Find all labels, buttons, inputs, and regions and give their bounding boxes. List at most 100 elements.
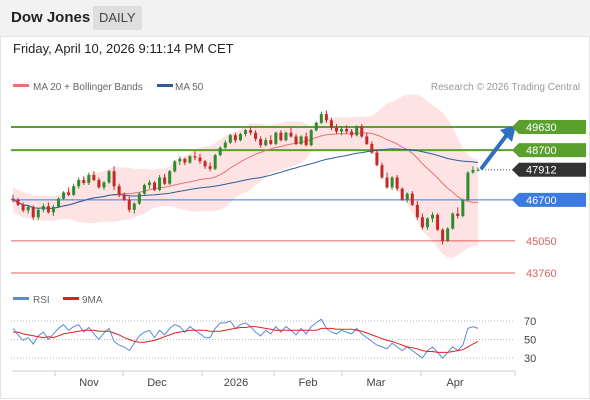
candle-body [355,126,359,136]
candle-body [213,155,217,169]
x-axis-labels: Nov Dec 2026 Feb Mar Apr [54,371,464,389]
candle-body [178,158,182,162]
x-axis-label: Nov [79,377,99,389]
candle-body [390,177,394,188]
forecast-arrow-shaft [480,134,508,170]
candle-body [345,128,349,132]
candle-body [289,132,293,137]
candle-body [203,161,207,167]
candle-body [62,192,66,199]
timestamp: Friday, April 10, 2026 9:11:14 PM CET [13,41,234,56]
candle-body [233,135,237,141]
resistance-label-pointer [512,120,519,134]
last-price-label-box [519,162,586,177]
candle-body [188,156,192,163]
bollinger-band-area [13,94,478,258]
candle-body [375,152,379,166]
moving-averages [12,132,479,209]
candle-body [340,128,344,132]
candle-body [102,182,106,188]
candle-body [87,175,91,183]
ma50-legend-swatch [157,84,173,87]
candle-body [112,171,116,187]
candle-body [228,135,232,143]
candle-body [82,179,86,183]
candle-body [158,177,162,190]
candle-body [314,122,318,131]
candle-body [77,179,81,187]
candle-body [208,166,212,169]
candle-body [122,194,126,200]
resistance-label-box [519,120,586,134]
candle-body [132,203,136,210]
candle-body [153,182,157,190]
candle-body [380,165,384,178]
price-labels: 49630 48700 46700 45050 43760 47912 [512,120,586,280]
candle-body [279,132,283,141]
rsi-ma-legend-swatch [63,297,79,300]
candle-body [451,213,455,229]
candle-body [410,193,414,205]
pivot-label-pointer [512,192,519,207]
candle-body [466,172,470,200]
candle-body [249,130,253,133]
candle-body [117,186,121,195]
candle-body [284,132,288,141]
candle-body [127,199,131,210]
candle-body [168,171,172,184]
support-label-text: 43760 [526,268,557,280]
credit-text: Research © 2026 Trading Central [431,82,580,93]
rsi-ma-line [13,326,479,353]
candle-body [405,193,409,200]
rsi-panel: 70 50 30 [11,316,536,365]
candle-body [238,133,242,141]
timeframe-button[interactable]: DAILY [93,6,142,30]
candle-body [107,171,111,183]
last-price-label-pointer [512,162,519,177]
candle-body [147,182,151,185]
candle-body [365,136,369,144]
candle-body [51,206,55,213]
candle-body [97,179,101,188]
candle-body [476,169,480,171]
candle-body [431,214,435,219]
x-axis-label: Apr [446,377,463,389]
candle-body [26,206,30,211]
candle-body [21,204,25,211]
candle-body [415,204,419,218]
candle-body [67,192,71,195]
pivot-label-text: 46700 [526,195,557,207]
candle-body [72,186,76,195]
candle-body [183,158,187,163]
candle-body [223,142,227,148]
candle-body [41,206,45,210]
candlesticks [11,110,480,245]
price-levels [11,126,518,274]
resistance-label-pointer [512,143,519,158]
candle-body [304,136,308,146]
ma20-legend-swatch [13,84,29,87]
candle-body [163,177,167,184]
candle-body [142,184,146,194]
candle-body [329,120,333,128]
candle-body [198,157,202,162]
x-axis-label: 2026 [224,377,248,389]
candle-body [436,214,440,230]
candle-body [264,140,268,146]
candle-body [395,177,399,189]
candle-body [370,143,374,153]
candle-body [334,127,338,132]
pivot-label-box [519,192,586,207]
candle-body [269,140,273,144]
candle-body [360,126,364,137]
candle-body [254,132,258,139]
candle-body [324,114,328,121]
candle-body [385,177,389,188]
rsi-axis-label: 50 [524,335,536,347]
candle-body [309,130,313,146]
forecast-arrow [480,125,516,170]
rsi-line [12,318,479,359]
candle-body [193,156,197,158]
bollinger-band-fill [13,94,478,258]
rsi-axis-label: 30 [524,353,536,365]
